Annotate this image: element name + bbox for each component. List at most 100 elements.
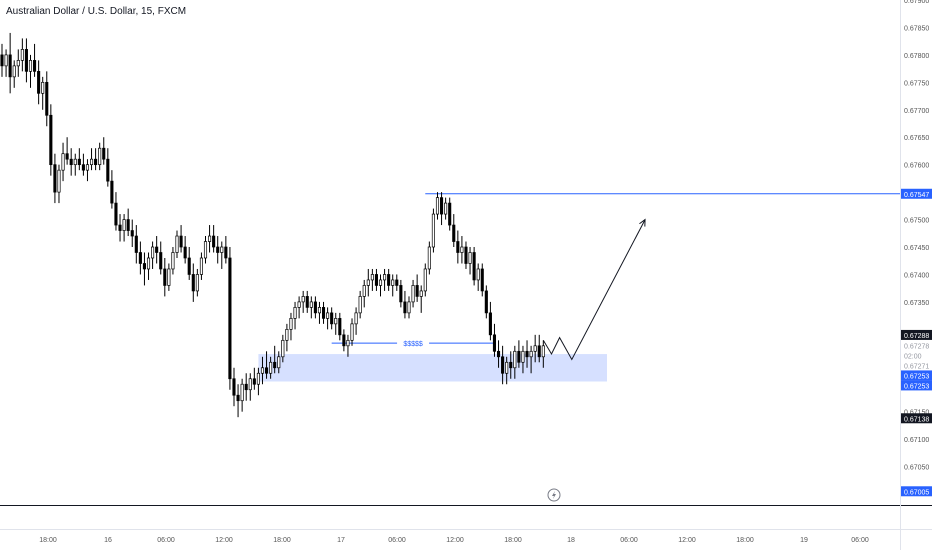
candle-body — [387, 274, 391, 286]
price-level-badge — [901, 370, 932, 381]
liquidity-label: $$$$$ — [403, 341, 423, 348]
time-axis[interactable]: 18:00 16 06:00 12:00 18:00 17 06:00 12:00 18:00 1… — [39, 537, 869, 544]
candle-body — [317, 307, 322, 314]
price-tick-label: 0.67100 — [904, 437, 929, 444]
candle-body — [350, 323, 354, 341]
price-axis[interactable]: 0.67900 0.67850 0.67800 0.67750 0.67700 0.676… — [901, 0, 932, 497]
candle-body — [191, 274, 195, 292]
candle-body — [98, 147, 102, 166]
price-tick-label: 0.67150 — [904, 410, 929, 417]
candle-body — [118, 224, 122, 231]
candle-body — [260, 367, 265, 374]
candle-body — [57, 169, 61, 193]
candle-body — [208, 235, 212, 242]
price-tick-label: 0.67900 — [904, 0, 929, 5]
price-tick-label: 0.67450 — [904, 245, 929, 252]
price-level-label: 0.67271 — [904, 363, 929, 370]
candle-body — [256, 372, 260, 385]
candle-body — [187, 257, 191, 275]
candle-body — [155, 246, 159, 253]
price-level-label: 02:00 — [904, 353, 922, 360]
candle-body — [321, 307, 326, 319]
candle-body — [370, 274, 374, 281]
projection-path — [542, 219, 646, 361]
candle-body — [378, 279, 383, 286]
candle-body — [403, 301, 407, 314]
candle-body — [134, 235, 138, 253]
candle-body — [501, 356, 505, 374]
candle-body — [269, 361, 273, 374]
candle-body — [81, 164, 85, 171]
candle-body — [492, 334, 497, 352]
candle-body — [53, 164, 57, 193]
candle-body — [28, 60, 33, 72]
price-tick-label: 0.67400 — [904, 272, 929, 279]
price-level-label: 0.67547 — [904, 192, 929, 199]
candle-body — [456, 241, 460, 253]
candle-body — [529, 350, 533, 358]
candle-body — [45, 81, 49, 116]
candle-body — [85, 164, 90, 171]
candle-body — [114, 202, 118, 226]
candle-body — [427, 246, 431, 270]
time-tick-label: 18:00 — [273, 537, 291, 544]
candle-body — [374, 274, 378, 286]
candle-body — [167, 268, 171, 286]
candle-body — [435, 197, 440, 215]
candles-layer — [0, 32, 545, 418]
lightning-glyph — [552, 491, 556, 499]
candle-body — [77, 158, 81, 166]
candle-body — [297, 301, 301, 308]
candle-body — [513, 350, 517, 369]
price-level-label: 0.67138 — [904, 416, 929, 423]
price-tick-label: 0.67500 — [904, 218, 929, 225]
candle-body — [171, 252, 175, 270]
symbol-title: Australian Dollar / U.S. Dollar, 15, FXC… — [6, 6, 187, 17]
candle-body — [183, 246, 187, 259]
time-tick-label: 18:00 — [504, 537, 522, 544]
time-tick-label: 12:00 — [215, 537, 233, 544]
candle-body — [126, 219, 130, 231]
candle-body — [110, 180, 114, 204]
candle-body — [73, 158, 77, 166]
candle-body — [472, 252, 476, 281]
time-tick-label: 18:00 — [736, 537, 754, 544]
price-tick-label: 0.67050 — [904, 465, 929, 472]
time-tick-label: 16 — [104, 537, 112, 544]
candle-body — [236, 394, 240, 402]
candle-body — [61, 153, 65, 171]
candle-body — [163, 268, 167, 286]
price-level-badge — [901, 188, 932, 199]
candle-body — [326, 312, 330, 319]
candle-body — [423, 268, 427, 292]
candle-body — [419, 290, 423, 297]
candle-body — [199, 257, 203, 275]
candle-body — [285, 328, 289, 341]
candle-body — [142, 263, 147, 270]
candle-body — [175, 235, 179, 253]
candle-body — [460, 246, 464, 253]
candle-body — [248, 378, 252, 391]
candle-body — [130, 230, 134, 237]
candle-body — [342, 334, 346, 347]
candle-body — [232, 378, 236, 396]
candle-body — [289, 318, 293, 330]
candle-body — [212, 235, 216, 248]
candle-body — [383, 274, 387, 281]
price-level-badge — [901, 329, 932, 340]
price-level-label: 0.67253 — [904, 383, 929, 390]
candle-body — [358, 296, 362, 314]
candle-body — [216, 246, 220, 253]
price-tick-label: 0.67800 — [904, 53, 929, 60]
zone-layer — [258, 354, 607, 382]
candle-body — [20, 49, 24, 61]
candle-body — [146, 257, 151, 270]
candle-body — [334, 318, 338, 325]
candle-body — [440, 197, 444, 215]
time-tick-label: 06:00 — [620, 537, 638, 544]
candle-body — [252, 378, 256, 385]
time-tick-label: 12:00 — [446, 537, 464, 544]
time-tick-label: 12:00 — [678, 537, 696, 544]
